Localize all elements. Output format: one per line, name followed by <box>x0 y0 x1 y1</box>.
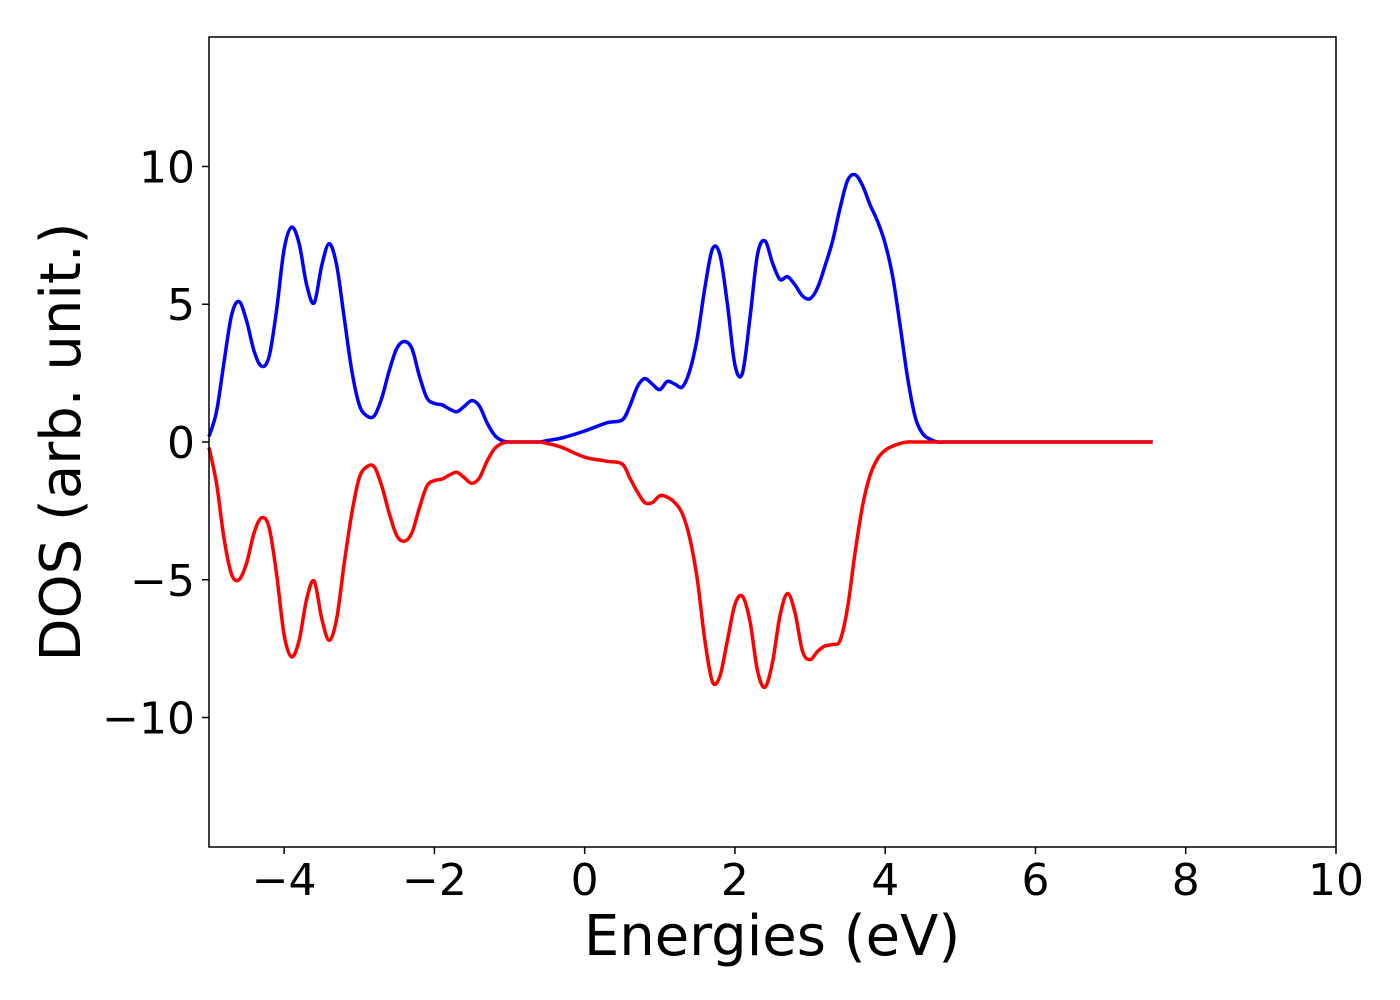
series-layer <box>207 172 1153 690</box>
x-tick-label: 0 <box>571 855 599 906</box>
x-tick-label: −2 <box>402 855 467 906</box>
y-tick-label: 10 <box>139 142 195 193</box>
x-tick-label: 4 <box>871 855 899 906</box>
x-tick-label: 2 <box>721 855 749 906</box>
y-tick-label: 5 <box>167 280 195 331</box>
x-axis-label: Energies (eV) <box>584 904 960 969</box>
y-axis-label: DOS (arb. unit.) <box>29 222 94 661</box>
x-tick-label: −4 <box>252 855 317 906</box>
x-tick-label: 8 <box>1172 855 1200 906</box>
plot-frame <box>208 36 1337 848</box>
tick-layer: −4 −2 0 2 4 6 8 10 −10 −5 0 5 10 <box>102 142 1364 906</box>
y-tick-label: −10 <box>102 694 195 745</box>
y-tick-label: 0 <box>167 418 195 469</box>
dos-series-line-down <box>207 440 1153 690</box>
y-tick-label: −5 <box>130 556 195 607</box>
dos-series-line-up <box>207 172 1153 444</box>
x-tick-label: 10 <box>1308 855 1364 906</box>
x-tick-label: 6 <box>1021 855 1049 906</box>
